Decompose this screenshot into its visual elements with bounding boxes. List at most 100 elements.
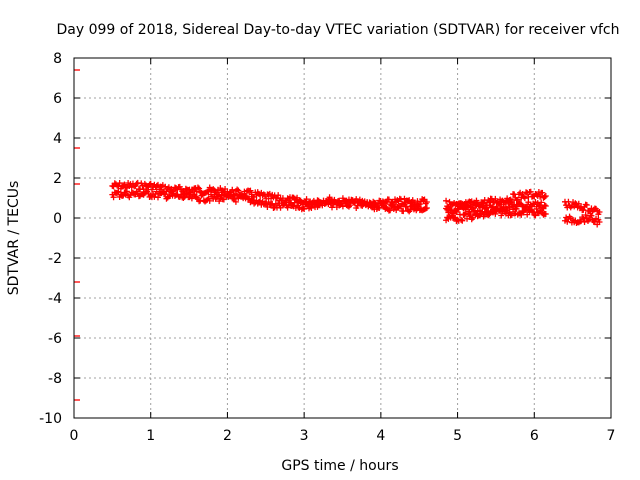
- data-point: [564, 218, 571, 225]
- data-point: [339, 203, 346, 210]
- data-point: [458, 216, 465, 223]
- x-tick-label: 4: [376, 428, 385, 444]
- data-point: [154, 194, 161, 201]
- data-point: [235, 187, 242, 194]
- data-point: [220, 196, 227, 203]
- data-point: [116, 180, 123, 187]
- data-point: [299, 205, 306, 212]
- chart-title: Day 099 of 2018, Sidereal Day-to-day VTE…: [56, 22, 619, 38]
- data-point: [542, 211, 549, 217]
- x-tick-label: 7: [607, 428, 616, 444]
- y-tick-label: 4: [53, 131, 62, 147]
- x-tick-label: 0: [70, 428, 79, 444]
- data-point: [542, 193, 549, 199]
- data-point: [123, 188, 130, 195]
- data-point: [443, 197, 450, 204]
- data-point: [247, 187, 254, 194]
- data-point: [533, 205, 540, 212]
- data-point: [581, 219, 588, 226]
- y-tick-label: -2: [48, 251, 62, 267]
- data-point: [517, 200, 524, 207]
- data-point: [415, 203, 422, 210]
- x-tick-label: 1: [146, 428, 155, 444]
- data-point: [492, 210, 499, 217]
- data-point: [353, 205, 360, 212]
- data-point: [387, 207, 394, 214]
- data-point: [423, 199, 430, 205]
- x-tick-label: 5: [453, 428, 462, 444]
- data-point: [582, 212, 589, 219]
- data-point: [115, 188, 122, 195]
- data-point: [122, 184, 129, 191]
- y-tick-label: 2: [53, 171, 62, 187]
- data-point: [194, 184, 201, 191]
- data-point: [303, 196, 310, 203]
- data-point: [422, 205, 429, 212]
- data-point: [480, 202, 487, 209]
- data-point: [498, 212, 505, 219]
- data-point: [408, 202, 415, 209]
- data-point: [538, 199, 545, 206]
- grid: [74, 58, 611, 418]
- data-point: [591, 218, 598, 225]
- plot-frame: [73, 57, 612, 419]
- y-tick-labels: -10 -8 -6 -4 -2 0 2 4 6 8: [39, 51, 62, 427]
- data-point: [145, 184, 152, 191]
- data-point: [206, 197, 213, 204]
- y-axis-label: SDTVAR / TECUs: [6, 181, 22, 296]
- data-point: [297, 200, 304, 207]
- data-point: [528, 207, 535, 214]
- data-point: [162, 191, 169, 198]
- data-point: [596, 219, 603, 225]
- data-point: [366, 199, 373, 206]
- x-tick-label: 3: [300, 428, 309, 444]
- data-points: [74, 69, 603, 401]
- data-point: [114, 189, 121, 196]
- data-point: [403, 203, 410, 210]
- x-tick-label: 2: [223, 428, 232, 444]
- data-point: [218, 192, 225, 199]
- data-point: [400, 208, 407, 215]
- data-point: [575, 200, 582, 207]
- data-point: [541, 193, 548, 200]
- data-point: [234, 186, 241, 193]
- data-point: [513, 205, 520, 212]
- data-point: [308, 204, 315, 211]
- data-point: [268, 201, 275, 208]
- data-point: [524, 211, 531, 218]
- y-tick-label: -8: [48, 371, 62, 387]
- data-point: [210, 186, 217, 193]
- data-point: [153, 182, 160, 189]
- data-point: [198, 192, 205, 199]
- data-point: [580, 206, 587, 213]
- y-tick-label: -10: [39, 411, 62, 427]
- data-point: [327, 197, 334, 204]
- data-point: [527, 188, 534, 195]
- data-point: [275, 192, 282, 199]
- data-point: [180, 194, 187, 201]
- data-point: [485, 212, 492, 219]
- data-point: [541, 202, 548, 209]
- data-point: [596, 209, 603, 215]
- data-point: [521, 195, 528, 202]
- data-point: [459, 217, 466, 224]
- x-axis-label: GPS time / hours: [281, 458, 398, 474]
- data-point: [453, 209, 460, 216]
- data-point: [342, 198, 349, 205]
- data-point: [423, 205, 430, 211]
- data-point: [409, 197, 416, 204]
- data-point: [461, 211, 468, 218]
- data-point: [583, 202, 590, 209]
- data-point: [110, 194, 117, 201]
- data-point: [196, 185, 203, 192]
- data-point: [397, 196, 404, 203]
- data-point: [588, 212, 595, 219]
- data-point: [532, 212, 539, 219]
- data-point: [580, 215, 587, 222]
- axis-ticks: [73, 57, 612, 419]
- data-point: [539, 189, 546, 196]
- data-point: [469, 214, 476, 221]
- y-tick-label: -4: [48, 291, 62, 307]
- data-point: [376, 204, 383, 211]
